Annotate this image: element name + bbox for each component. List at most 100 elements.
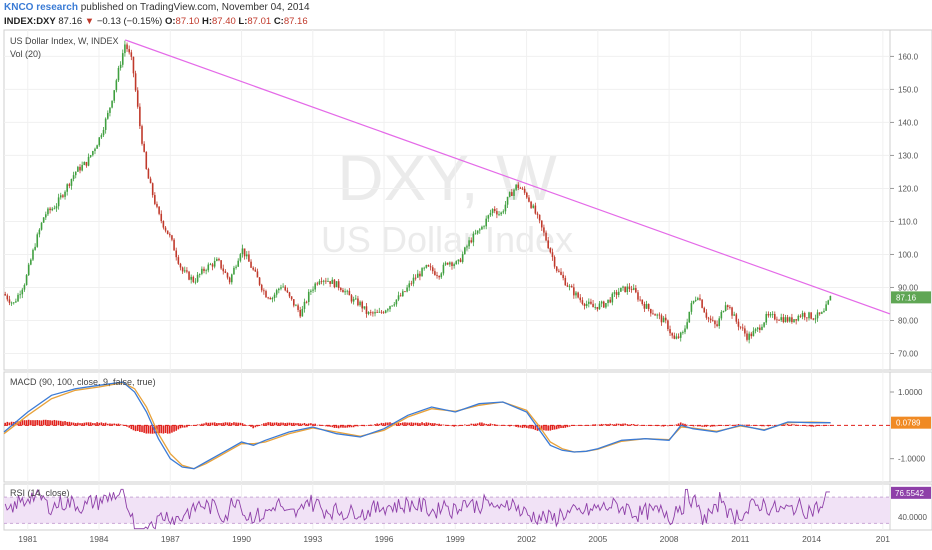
candle-body [252, 267, 254, 270]
histogram-bar [45, 419, 47, 426]
candle-body [628, 286, 631, 290]
candle-body [295, 305, 297, 307]
histogram-bar [596, 424, 599, 426]
histogram-bar [513, 425, 515, 427]
candle-body [543, 227, 545, 233]
candle-body [327, 281, 329, 282]
candle-body [773, 314, 776, 320]
histogram-bar [36, 420, 39, 426]
candle-body [519, 187, 522, 189]
trend-line[interactable] [124, 39, 891, 315]
candle-body [697, 298, 699, 300]
candle-body [750, 333, 753, 337]
candle-body [119, 64, 122, 68]
candle-body [673, 335, 676, 339]
histogram-bar [290, 422, 293, 426]
candle-body [598, 303, 601, 310]
candle-body [297, 305, 299, 310]
candle-body [658, 314, 661, 316]
histogram-bar [81, 423, 83, 426]
high-label: H: [201, 16, 212, 27]
candle-body [434, 271, 436, 276]
histogram-bar [245, 425, 248, 426]
histogram-bar [66, 421, 68, 426]
candle-body [765, 313, 768, 323]
candle-body [367, 311, 370, 314]
histogram-bar [32, 420, 34, 426]
candle-body [45, 214, 47, 218]
candle-body [213, 260, 216, 267]
candle-body [25, 275, 28, 285]
histogram-bar [314, 423, 316, 426]
watermark-name: US Dollar Index [321, 219, 573, 260]
candle-body [376, 312, 378, 313]
candle-body [442, 264, 445, 274]
candle-body [288, 292, 291, 297]
candle-body [216, 258, 218, 261]
candle-body [83, 162, 86, 166]
low-label: L: [238, 16, 248, 27]
candle-body [511, 192, 513, 196]
y-tick-label: 140.0 [898, 118, 919, 127]
y-tick-label: 120.0 [898, 184, 919, 193]
candle-body [141, 126, 143, 144]
open-label: O: [164, 16, 176, 27]
histogram-bar [307, 423, 310, 426]
candle-body [342, 289, 344, 293]
candle-body [365, 306, 368, 314]
candle-body [322, 280, 325, 282]
candle-body [34, 246, 36, 250]
price-scale-main[interactable] [889, 29, 932, 371]
candle-body [436, 275, 438, 277]
histogram-bar [98, 422, 101, 426]
y-tick-label: 150.0 [898, 85, 919, 94]
histogram-bar [27, 419, 30, 426]
candle-body [431, 267, 434, 272]
candle-body [602, 301, 605, 308]
candle-body [536, 213, 539, 215]
candle-body [340, 288, 342, 290]
candle-body [198, 273, 201, 275]
candle-body [134, 73, 137, 91]
candle-body [647, 304, 650, 309]
candle-body [493, 208, 496, 212]
histogram-bar [737, 424, 740, 426]
candle-body [474, 233, 477, 235]
candle-body [513, 189, 515, 196]
histogram-bar [489, 423, 492, 426]
histogram-bar [241, 423, 244, 426]
candle-body [282, 286, 284, 288]
histogram-bar [532, 425, 535, 430]
histogram-bar [143, 425, 145, 433]
candle-body [136, 90, 139, 107]
histogram-bar [506, 425, 509, 426]
histogram-bar [252, 425, 254, 429]
histogram-bar [348, 425, 351, 428]
symbol-name[interactable]: INDEX:DXY [4, 16, 56, 27]
histogram-bar [827, 425, 830, 426]
candle-body [30, 259, 32, 265]
histogram-bar [310, 423, 312, 426]
candle-body [256, 271, 259, 278]
candle-body [183, 270, 186, 272]
candle-body [220, 260, 222, 269]
histogram-bar [239, 422, 242, 426]
candle-body [818, 312, 821, 314]
histogram-bar [517, 425, 520, 428]
histogram-bar [203, 423, 205, 426]
candle-body [177, 257, 180, 264]
histogram-bar [630, 423, 633, 426]
candle-body [829, 295, 832, 301]
histogram-bar [549, 425, 552, 431]
candle-body [782, 317, 785, 323]
histogram-bar [688, 425, 691, 426]
candle-body [205, 270, 207, 272]
candle-body [250, 261, 252, 268]
candle-body [404, 291, 406, 293]
histogram-bar [622, 423, 624, 426]
histogram-bar [658, 425, 661, 427]
candle-body [825, 304, 827, 311]
candle-body [605, 303, 607, 308]
publisher-link[interactable]: KNCO research [4, 2, 78, 13]
